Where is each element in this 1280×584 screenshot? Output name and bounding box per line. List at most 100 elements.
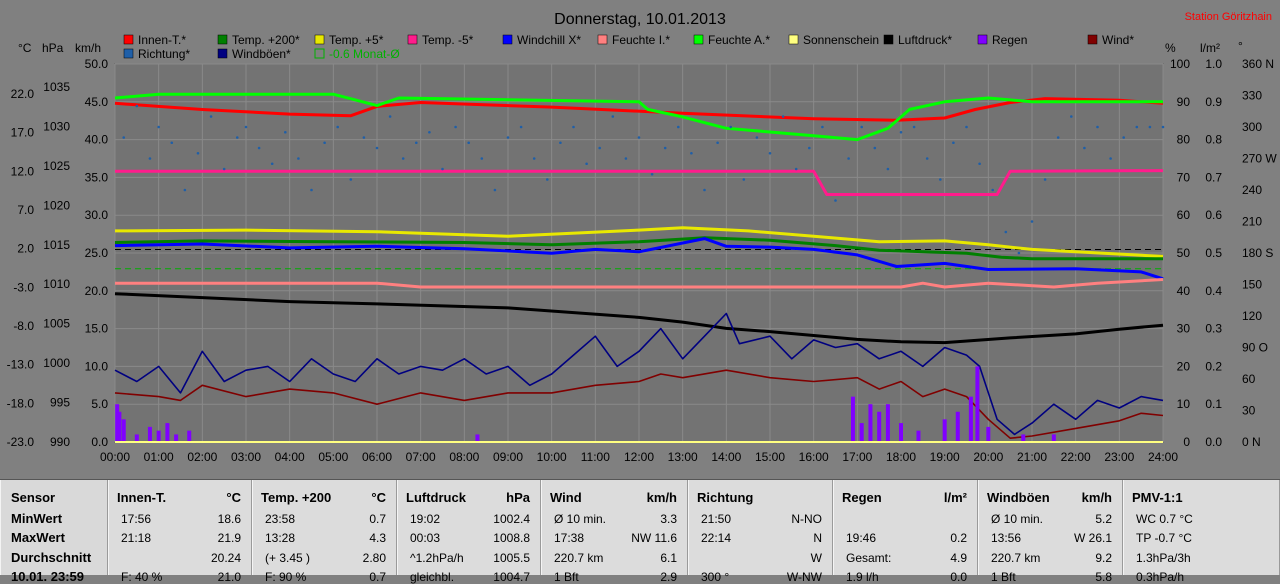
y-tick-hpa: 1000 — [43, 356, 70, 370]
direction-point — [170, 141, 174, 145]
stat-value: 20.24 — [210, 551, 241, 565]
x-tick-label: 05:00 — [318, 450, 348, 464]
direction-point — [284, 130, 287, 134]
axis-unit-percent: % — [1165, 41, 1176, 55]
legend-swatch — [597, 34, 608, 45]
weather-chart: Donnerstag, 10.01.2013 Station Göritzhain… — [6, 11, 1278, 464]
stat-sub-label: 23:58 — [265, 512, 296, 526]
y-tick-direction: 300 — [1242, 120, 1262, 134]
stat-sub-label: 17:38 — [554, 531, 585, 545]
direction-point — [729, 125, 732, 129]
x-tick-label: 19:00 — [930, 450, 960, 464]
panel-unit: l/m² — [943, 490, 967, 505]
direction-point — [821, 125, 824, 129]
stat-value: 1008.8 — [493, 531, 530, 545]
y-tick-direction: 180 S — [1242, 246, 1273, 260]
y-tick-kmh: 35.0 — [85, 170, 109, 184]
stat-value: 21.0 — [217, 570, 241, 584]
direction-point — [677, 125, 680, 129]
y-tick-rain: 0.3 — [1205, 322, 1222, 336]
y-tick-kmh: 45.0 — [85, 95, 109, 109]
chart-title: Donnerstag, 10.01.2013 — [554, 11, 726, 28]
y-tick-hpa: 995 — [50, 396, 70, 410]
y-tick-hpa: 1010 — [43, 277, 70, 291]
y-tick-rain: 0.9 — [1205, 95, 1222, 109]
stat-value: 0.2 — [950, 531, 967, 545]
y-tick-direction: 270 W — [1242, 152, 1277, 166]
panel-unit: km/h — [1081, 490, 1112, 505]
direction-point — [135, 104, 139, 108]
y-tick-hpa: 1030 — [43, 119, 70, 133]
y-tick-kmh: 10.0 — [85, 359, 109, 373]
axis-unit-deg: ° — [1238, 39, 1243, 53]
y-tick-rain: 0.1 — [1205, 397, 1222, 411]
stat-sub-label: 1.9 l/h — [846, 570, 879, 584]
direction-point — [519, 125, 523, 129]
panel-title: Richtung — [697, 490, 754, 505]
direction-point — [349, 178, 353, 181]
direction-point — [1070, 115, 1073, 118]
stat-sub-label: 21:18 — [121, 531, 152, 545]
direction-point — [183, 188, 187, 192]
panel-unit: °C — [226, 490, 241, 505]
legend-swatch — [502, 34, 513, 45]
y-tick-hpa: 1020 — [43, 198, 70, 212]
panel-title: Wind — [550, 490, 582, 505]
rain-bar — [475, 434, 480, 442]
direction-point — [270, 162, 274, 166]
y-tick-percent: 10 — [1177, 397, 1191, 411]
y-tick-celsius: 12.0 — [11, 164, 35, 178]
x-tick-label: 16:00 — [799, 450, 829, 464]
x-tick-label: 15:00 — [755, 450, 785, 464]
direction-point — [1122, 136, 1125, 139]
stat-value: N-NO — [791, 512, 822, 526]
stat-value: 2.9 — [660, 570, 677, 584]
rain-bar — [877, 411, 882, 442]
direction-point — [362, 136, 366, 139]
axis-unit-kmh: km/h — [75, 41, 101, 55]
direction-point — [611, 115, 615, 118]
stat-value: W-NW — [786, 570, 822, 584]
direction-point — [1135, 125, 1139, 129]
series-line — [114, 292, 1164, 345]
stat-sub-label: 0.3hPa/h — [1136, 570, 1185, 584]
stat-sub-label: 300 ° — [701, 570, 730, 584]
rain-bar — [986, 426, 991, 442]
stats-panel: Temp. +200 °C 23:58 0.7 13:28 4.3 (+ 3.45 ) 2.8… — [252, 480, 397, 584]
y-tick-celsius: -23.0 — [7, 435, 35, 449]
direction-point — [742, 178, 746, 181]
rain-bar — [955, 411, 960, 442]
y-tick-direction: 0 N — [1242, 435, 1261, 449]
rain-bar — [899, 423, 903, 442]
stats-panel: Luftdruck hPa 19:02 1002.4 00:03 1008.8 ^1.2hP… — [397, 480, 541, 584]
panel-unit: km/h — [646, 490, 677, 505]
y-tick-rain: 0.2 — [1205, 359, 1222, 373]
direction-point — [148, 157, 152, 160]
y-tick-rain: 0.5 — [1205, 246, 1222, 260]
y-tick-hpa: 990 — [50, 435, 70, 449]
y-tick-direction: 120 — [1242, 309, 1262, 323]
stat-sub-label: 13:56 — [991, 531, 1022, 545]
y-tick-celsius: 22.0 — [11, 87, 35, 101]
stats-panel: Wind km/h Ø 10 min. 3.3 17:38 NW 11.6 220.7 km… — [541, 480, 688, 584]
direction-point — [122, 136, 126, 139]
y-tick-rain: 0.8 — [1205, 133, 1222, 147]
stat-sub-label: 22:14 — [701, 531, 732, 545]
series-line — [114, 226, 1164, 258]
stat-sub-label: F: 40 % — [121, 570, 163, 584]
x-tick-label: 06:00 — [362, 450, 392, 464]
direction-point — [663, 146, 667, 150]
direction-point — [598, 146, 601, 150]
y-tick-direction: 60 — [1242, 372, 1256, 386]
legend-label: Luftdruck* — [898, 33, 952, 47]
rain-bar — [1021, 434, 1026, 442]
direction-point — [480, 157, 484, 160]
x-tick-label: 20:00 — [973, 450, 1003, 464]
rain-bar — [968, 396, 973, 442]
x-tick-label: 11:00 — [581, 450, 610, 464]
stat-value: W 26.1 — [1073, 531, 1112, 545]
y-tick-direction: 150 — [1242, 278, 1262, 292]
stat-sub-label: 21:50 — [701, 512, 732, 526]
y-tick-celsius: 7.0 — [17, 203, 34, 217]
stat-value: 21.9 — [217, 531, 241, 545]
